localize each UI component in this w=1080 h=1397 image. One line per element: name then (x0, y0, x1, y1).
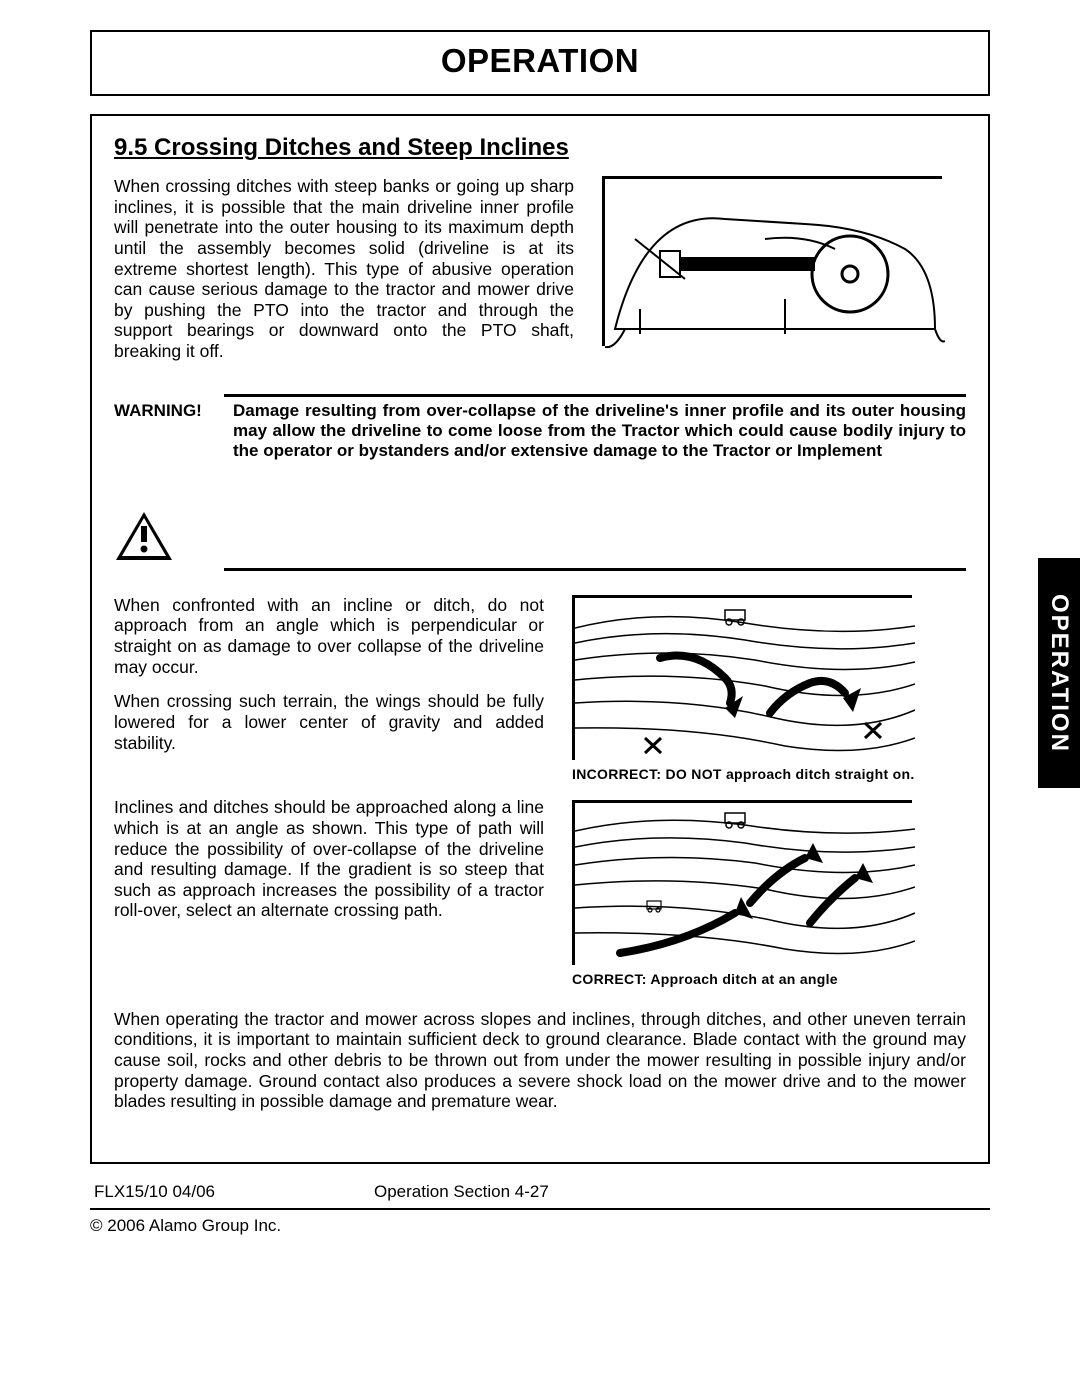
paragraph-4: Inclines and ditches should be approache… (114, 797, 544, 921)
warning-label: WARNING! (114, 401, 202, 506)
figure-incorrect-caption: INCORRECT: DO NOT approach ditch straigh… (572, 766, 915, 782)
warning-triangle-icon (114, 510, 174, 562)
side-tab-label: OPERATION (1045, 594, 1073, 753)
footer-section-label: Operation Section 4-27 (374, 1182, 549, 1202)
page-title: OPERATION (92, 42, 988, 80)
content-frame: 9.5 Crossing Ditches and Steep Inclines … (90, 114, 990, 1164)
side-tab: OPERATION (1038, 558, 1080, 788)
warning-text: Damage resulting from over-collapse of t… (233, 401, 966, 461)
page-footer: FLX15/10 04/06 Operation Section 4-27 © … (90, 1182, 990, 1236)
warning-rule-top (224, 394, 966, 397)
footer-rule (90, 1208, 990, 1210)
paragraph-2: When confronted with an incline or ditch… (114, 595, 544, 678)
manual-page: OPERATION 9.5 Crossing Ditches and Steep… (90, 30, 990, 1236)
mid-row: When confronted with an incline or ditch… (114, 595, 966, 987)
figure-correct-approach (572, 800, 912, 965)
intro-row: When crossing ditches with steep banks o… (114, 176, 966, 376)
paragraph-1: When crossing ditches with steep banks o… (114, 176, 574, 362)
figure-incorrect-approach (572, 595, 912, 760)
footer-copyright: © 2006 Alamo Group Inc. (90, 1216, 990, 1236)
paragraph-3: When crossing such terrain, the wings sh… (114, 691, 544, 753)
footer-doc-id: FLX15/10 04/06 (94, 1182, 374, 1202)
section-heading: 9.5 Crossing Ditches and Steep Inclines (114, 134, 966, 162)
page-title-box: OPERATION (90, 30, 990, 96)
warning-block: WARNING! Damage resulting from over-coll… (114, 394, 966, 571)
figure-correct-caption: CORRECT: Approach ditch at an angle (572, 971, 915, 987)
figure-driveline (602, 176, 942, 346)
paragraph-5: When operating the tractor and mower acr… (114, 1009, 966, 1112)
warning-rule-bottom (224, 568, 966, 571)
